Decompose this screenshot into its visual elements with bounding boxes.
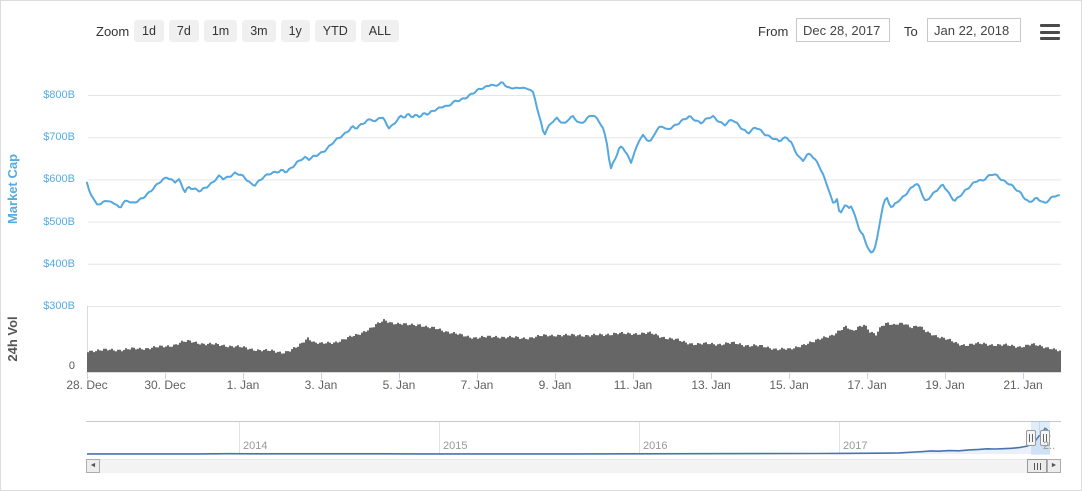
market-cap-line-series[interactable] (86, 81, 1060, 254)
scrollbar-left-arrow-button[interactable]: ◄ (86, 459, 100, 473)
x-axis-tick-label: 17. Jan (847, 378, 887, 392)
x-axis-tick-label: 30. Dec (144, 378, 186, 392)
navigator-year-label: 2015 (443, 440, 468, 452)
market-cap-tick-label: $700B (43, 131, 75, 144)
zoom-button-group: 1d 7d 1m 3m 1y YTD ALL (134, 20, 400, 42)
x-axis-tick-label: 5. Jan (382, 378, 416, 392)
zoom-button-ytd[interactable]: YTD (314, 20, 356, 42)
x-axis-tick-label: 21. Jan (1003, 378, 1043, 392)
zoom-button-1y[interactable]: 1y (280, 20, 310, 42)
market-cap-tick-label: $600B (43, 173, 75, 186)
scrollbar-thumb[interactable] (1027, 459, 1047, 473)
from-label: From (758, 24, 789, 39)
hamburger-bar (1040, 30, 1060, 34)
x-axis-tick-label: 19. Jan (925, 378, 965, 392)
navigator-year-label: 2017 (843, 440, 868, 452)
navigator-year-label: 2014 (243, 440, 268, 452)
x-axis-tick-label: 11. Jan (613, 378, 653, 392)
navigator-handle-left[interactable] (1026, 430, 1036, 446)
zoom-button-1d[interactable]: 1d (134, 20, 164, 42)
scrollbar-right-arrow-button[interactable]: ► (1047, 459, 1061, 473)
x-axis-tick-label: 13. Jan (691, 378, 731, 392)
x-axis-tick-label: 28. Dec (66, 378, 108, 392)
scrollbar-grip (1039, 462, 1041, 470)
market-cap-tick-label: $500B (43, 215, 75, 228)
scrollbar-grip (1036, 462, 1038, 470)
zoom-label: Zoom (96, 24, 130, 39)
from-date-input[interactable] (796, 18, 890, 42)
hamburger-bar (1040, 37, 1060, 40)
x-axis-tick-label: 1. Jan (226, 378, 260, 392)
hamburger-bar (1040, 24, 1060, 27)
to-label: To (904, 24, 918, 39)
x-axis-tick-label: 15. Jan (769, 378, 809, 392)
zoom-button-1m[interactable]: 1m (203, 20, 238, 42)
zoom-button-3m[interactable]: 3m (242, 20, 276, 42)
x-axis-tick-label: 3. Jan (304, 378, 338, 392)
navigator-handle-right[interactable] (1040, 430, 1050, 446)
volume-tick-label: 0 (68, 360, 75, 372)
to-date-input[interactable] (927, 18, 1021, 42)
scrollbar-track[interactable] (100, 459, 1047, 473)
volume-axis-title: 24h Vol (5, 316, 20, 362)
market-cap-tick-label: $400B (43, 257, 75, 270)
scrollbar-grip (1033, 462, 1035, 470)
navigator-year-label: 2.. (1043, 440, 1056, 452)
market-cap-tick-label: $300B (43, 300, 75, 312)
navigator-area-fill (87, 428, 1050, 454)
zoom-button-all[interactable]: ALL (360, 20, 400, 42)
volume-area-series[interactable] (87, 319, 1061, 372)
market-cap-tick-label: $800B (43, 89, 75, 101)
navigator-line-series[interactable] (87, 427, 1051, 455)
x-axis-tick-label: 7. Jan (460, 378, 494, 392)
x-axis-tick-label: 9. Jan (538, 378, 572, 392)
hamburger-menu-icon[interactable] (1040, 24, 1060, 40)
zoom-button-7d[interactable]: 7d (168, 20, 199, 42)
navigator-year-label: 2016 (643, 440, 668, 452)
